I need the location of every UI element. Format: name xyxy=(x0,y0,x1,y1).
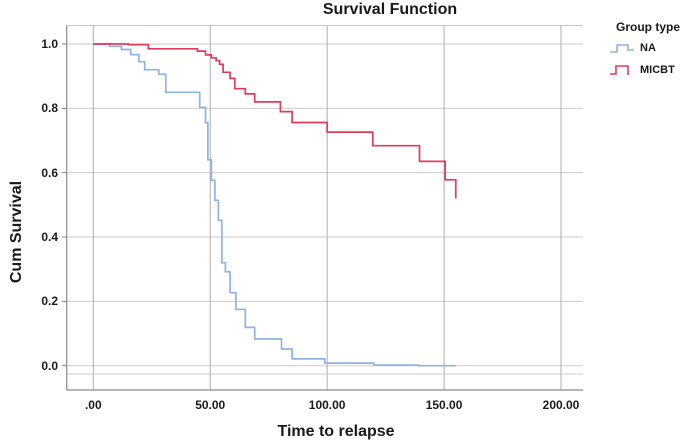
legend-label-na: NA xyxy=(640,42,656,54)
x-tick-label: .00 xyxy=(84,398,102,412)
y-axis-title: Cum Survival xyxy=(8,180,25,284)
legend-item-micbt: MICBT xyxy=(609,62,685,78)
legend-label-micbt: MICBT xyxy=(640,64,675,76)
x-tick-label: 150.00 xyxy=(425,398,463,412)
y-tick-label: 1.0 xyxy=(41,37,58,51)
legend-item-na: NA xyxy=(609,40,685,56)
y-tick-label: 0.6 xyxy=(41,165,58,180)
micbt-survival-curve xyxy=(93,43,457,199)
na-survival-curve xyxy=(93,43,456,367)
y-tick-label: 0.0 xyxy=(41,358,58,373)
x-tick-label: 100.00 xyxy=(308,398,346,412)
x-axis-title: Time to relapse xyxy=(277,423,395,440)
chart-title: Survival Function xyxy=(322,1,458,18)
y-tick-label: 0.8 xyxy=(41,101,58,116)
micbt-step-line-icon xyxy=(610,65,629,75)
y-tick-label: 0.4 xyxy=(41,230,58,245)
na-step-line-icon xyxy=(610,44,634,53)
legend-title: Group type xyxy=(616,20,681,34)
x-tick-label: 50.00 xyxy=(195,398,226,412)
y-tick-label: 0.2 xyxy=(41,294,58,309)
x-tick-label: 200.00 xyxy=(542,398,580,412)
legend: Group type NA MICBT xyxy=(609,20,685,78)
